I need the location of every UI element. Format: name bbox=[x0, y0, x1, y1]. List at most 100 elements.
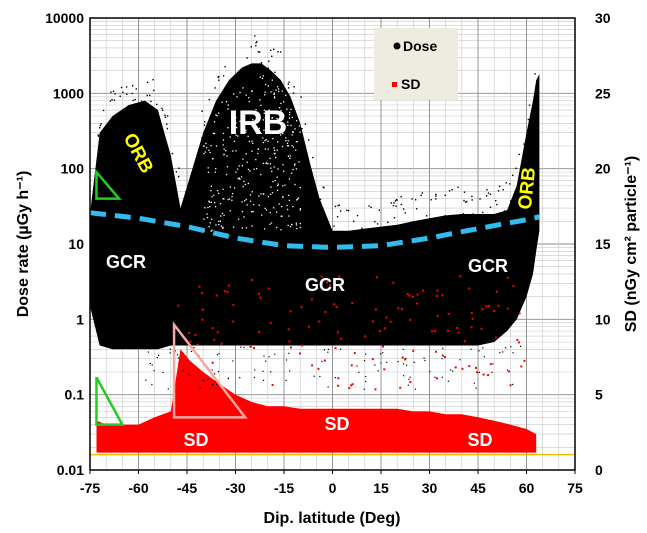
irb-speckle bbox=[242, 185, 244, 188]
irb-speckle bbox=[251, 211, 253, 213]
irb-speckle bbox=[206, 216, 209, 219]
irb-speckle bbox=[204, 151, 206, 153]
dose-point bbox=[211, 369, 213, 371]
sd-point bbox=[411, 295, 414, 298]
dose-point bbox=[520, 345, 522, 347]
irb-speckle bbox=[298, 161, 300, 163]
dose-point bbox=[523, 143, 525, 145]
dose-point bbox=[135, 88, 137, 90]
dose-point bbox=[119, 95, 121, 97]
dose-point bbox=[475, 387, 477, 389]
dose-point bbox=[260, 62, 263, 64]
irb-speckle bbox=[277, 88, 280, 90]
x-axis-ticks: -75 -60 -45 -30 -15 0 15 30 45 60 75 bbox=[80, 470, 583, 496]
sd-point bbox=[506, 307, 509, 310]
sd-point bbox=[289, 310, 292, 313]
dose-point bbox=[307, 139, 310, 141]
dose-point bbox=[156, 356, 158, 359]
sd-point bbox=[226, 290, 229, 293]
dose-point bbox=[365, 381, 367, 383]
irb-speckle bbox=[280, 109, 282, 112]
irb-speckle bbox=[257, 120, 260, 122]
irb-speckle bbox=[240, 176, 243, 178]
irb-speckle bbox=[248, 100, 250, 103]
dose-point bbox=[441, 358, 443, 360]
sd-point bbox=[494, 336, 497, 339]
dose-point bbox=[250, 46, 252, 48]
irb-speckle bbox=[267, 131, 269, 133]
irb-speckle bbox=[271, 111, 273, 113]
irb-speckle bbox=[210, 201, 212, 203]
irb-speckle bbox=[277, 168, 279, 170]
sd-point bbox=[257, 292, 260, 295]
dose-point bbox=[99, 124, 101, 127]
sd-point bbox=[401, 356, 404, 359]
irb-speckle bbox=[279, 134, 282, 136]
sd-point bbox=[416, 293, 419, 296]
dose-point bbox=[402, 208, 405, 210]
dose-point bbox=[319, 198, 322, 201]
sd-point bbox=[476, 371, 479, 374]
sd-point bbox=[311, 364, 314, 367]
dose-point bbox=[487, 192, 490, 194]
dose-point bbox=[447, 380, 450, 382]
dose-point bbox=[415, 208, 418, 210]
region-label-gcr-north: GCR bbox=[468, 256, 508, 276]
dose-point bbox=[322, 186, 325, 188]
irb-speckle bbox=[210, 189, 212, 192]
y-right-tick-label: 5 bbox=[595, 387, 603, 403]
irb-speckle bbox=[262, 137, 264, 139]
irb-speckle bbox=[271, 117, 273, 119]
dose-point bbox=[380, 353, 382, 355]
dose-point bbox=[361, 227, 363, 229]
irb-speckle bbox=[263, 193, 265, 195]
dose-point bbox=[182, 370, 184, 372]
sd-point bbox=[232, 320, 235, 323]
irb-speckle bbox=[289, 155, 291, 157]
dose-point bbox=[217, 76, 219, 79]
irb-speckle bbox=[287, 121, 289, 123]
dose-point bbox=[292, 92, 295, 94]
irb-speckle bbox=[286, 108, 288, 110]
dose-point bbox=[171, 152, 174, 155]
irb-speckle bbox=[214, 171, 216, 173]
dose-point bbox=[214, 87, 216, 89]
irb-speckle bbox=[252, 119, 254, 121]
irb-speckle bbox=[288, 117, 291, 119]
irb-speckle bbox=[277, 183, 279, 185]
irb-speckle bbox=[271, 79, 273, 81]
sd-point bbox=[470, 312, 473, 315]
irb-speckle bbox=[250, 90, 253, 92]
dose-point bbox=[352, 220, 355, 223]
dose-point bbox=[457, 186, 459, 188]
dose-point bbox=[402, 363, 405, 365]
dose-point bbox=[449, 369, 452, 371]
dose-point bbox=[471, 195, 473, 198]
sd-point bbox=[523, 359, 526, 362]
dose-point bbox=[97, 135, 100, 137]
sd-point bbox=[406, 293, 409, 296]
dose-point bbox=[471, 199, 473, 201]
dose-point bbox=[386, 361, 388, 363]
dose-point bbox=[203, 380, 205, 382]
irb-speckle bbox=[243, 216, 245, 218]
irb-speckle bbox=[292, 146, 295, 148]
dose-point bbox=[489, 193, 492, 195]
sd-point bbox=[516, 338, 519, 341]
irb-speckle bbox=[299, 209, 301, 211]
dose-point bbox=[512, 383, 514, 386]
irb-speckle bbox=[269, 211, 271, 214]
sd-point bbox=[340, 337, 343, 340]
sd-point bbox=[317, 367, 320, 370]
dose-point bbox=[258, 51, 261, 53]
sd-point bbox=[259, 296, 262, 299]
irb-speckle bbox=[274, 179, 276, 182]
irb-speckle bbox=[257, 152, 259, 155]
sd-point bbox=[318, 320, 321, 323]
sd-green-triangle bbox=[95, 376, 125, 426]
irb-speckle bbox=[260, 193, 262, 195]
dose-point bbox=[510, 346, 512, 348]
region-label-sd-north: SD bbox=[467, 430, 492, 450]
irb-speckle bbox=[222, 132, 225, 135]
